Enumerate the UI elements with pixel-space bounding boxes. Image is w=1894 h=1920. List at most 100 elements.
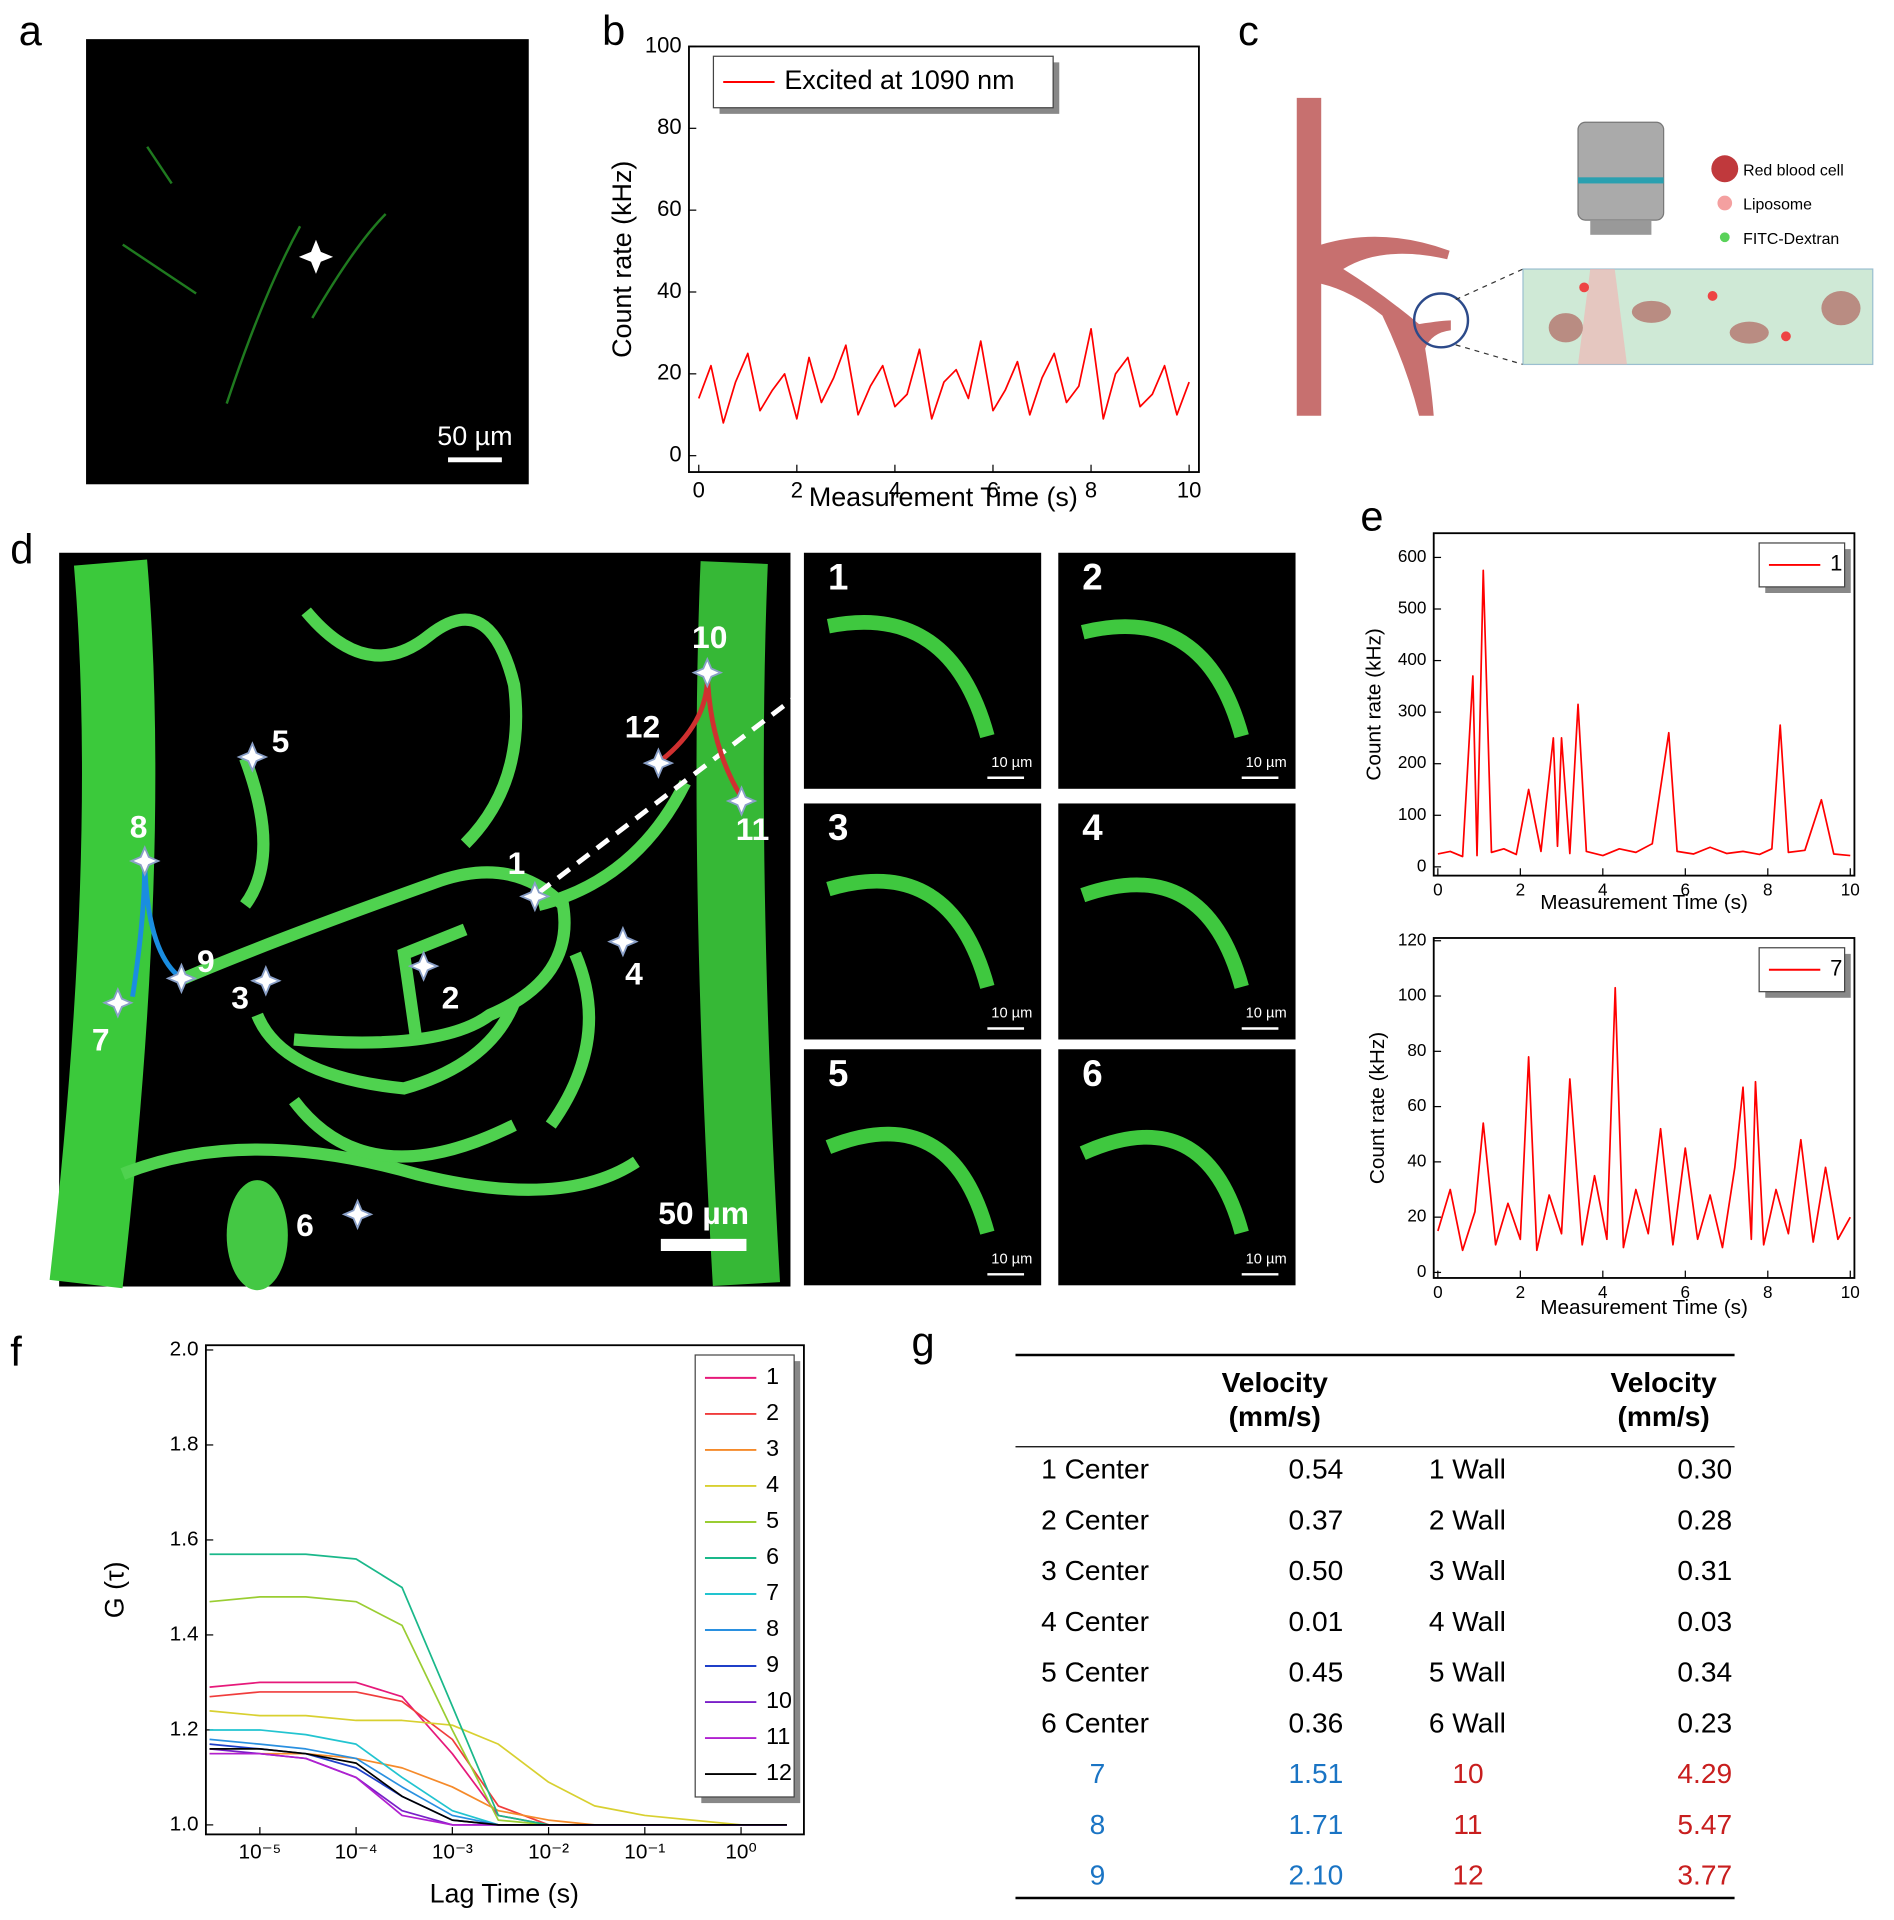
y-tick-label: 1.4 [170, 1622, 199, 1645]
table-cell: 11 [1453, 1809, 1482, 1840]
y-tick-label: 0 [1417, 856, 1427, 875]
marker-star [691, 656, 724, 689]
x-tick-label: 4 [889, 478, 901, 503]
x-tick-label: 4 [1598, 881, 1608, 900]
inset-label: 2 [1082, 556, 1102, 597]
table-cell: 1.71 [1289, 1809, 1344, 1840]
inset-image [1058, 803, 1296, 1040]
x-tick-label: 10 [1841, 881, 1860, 900]
table-cell: 0.28 [1677, 1504, 1732, 1535]
table-cell: 10 [1452, 1758, 1483, 1789]
legend-label: Excited at 1090 nm [784, 65, 1014, 95]
x-tick-label: 10⁻¹ [624, 1841, 665, 1864]
table-cell: 5 Wall [1429, 1657, 1506, 1688]
point-label: 1 [508, 845, 526, 881]
table-header: Velocity [1611, 1367, 1718, 1398]
series-line [697, 327, 1190, 424]
marker-star [341, 1198, 374, 1231]
table-header: (mm/s) [1229, 1401, 1321, 1432]
y-tick-label: 1.0 [170, 1812, 199, 1835]
x-tick-label: 6 [1681, 881, 1691, 900]
x-tick-label: 6 [987, 478, 999, 503]
y-tick-label: 1.2 [170, 1717, 199, 1740]
y-tick-label: 100 [1398, 986, 1427, 1005]
y-axis-label: G (τ) [100, 1561, 130, 1618]
y-tick-label: 80 [657, 114, 681, 139]
table-cell: 0.54 [1289, 1454, 1344, 1485]
inset-image [803, 803, 1042, 1040]
y-tick-label: 40 [657, 278, 681, 303]
panel-label: a [19, 7, 43, 54]
legend-label: 10 [766, 1687, 792, 1713]
table-cell: 2.10 [1289, 1860, 1344, 1891]
vessel [1080, 619, 1249, 739]
table-cell: 4 Center [1041, 1606, 1149, 1637]
legend-label: 1 [766, 1363, 779, 1389]
point-label: 2 [442, 980, 460, 1016]
legend-label: 2 [766, 1399, 779, 1425]
legend-label: Liposome [1743, 197, 1812, 214]
legend-label: 4 [766, 1471, 779, 1497]
panel-labels: a b c d e f g [10, 7, 1383, 1375]
legend-label: 9 [766, 1651, 779, 1677]
scale-bar-label: 10 µm [1246, 755, 1287, 771]
y-tick-label: 2.0 [170, 1337, 199, 1360]
x-tick-label: 10⁻⁴ [335, 1841, 378, 1864]
scale-bar-label: 10 µm [991, 1251, 1032, 1267]
y-tick-label: 0 [669, 441, 681, 466]
series-line [209, 1710, 787, 1826]
table-cell: 3 Center [1041, 1555, 1149, 1586]
panel-label: c [1238, 7, 1259, 54]
inset-label: 1 [828, 556, 848, 597]
legend-label: 7 [766, 1579, 779, 1605]
schematic-c: Red blood cell Liposome FITC-Dextran [1296, 97, 1874, 416]
series-line [1437, 569, 1851, 858]
y-tick-label: 400 [1398, 650, 1427, 669]
x-tick-label: 2 [791, 478, 803, 503]
point-label: 7 [92, 1021, 110, 1057]
x-tick-label: 4 [1598, 1283, 1608, 1302]
table-cell: 12 [1452, 1860, 1483, 1891]
y-tick-label: 100 [645, 32, 682, 57]
y-axis-label: Count rate (kHz) [607, 161, 637, 358]
scale-bar-label: 10 µm [991, 1006, 1032, 1022]
x-tick-label: 10⁰ [725, 1841, 756, 1864]
x-tick-label: 10⁻⁵ [239, 1841, 282, 1864]
image-a: 50 µm [86, 39, 529, 485]
y-tick-label: 500 [1398, 599, 1427, 618]
x-tick-label: 2 [1516, 1283, 1526, 1302]
table-cell: 7 [1090, 1758, 1106, 1789]
table-cell: 5 Center [1041, 1657, 1149, 1688]
point-label: 4 [625, 955, 643, 991]
y-tick-label: 1.8 [170, 1432, 199, 1455]
x-tick-label: 10 [1841, 1283, 1860, 1302]
y-tick-label: 300 [1398, 702, 1427, 721]
inset-image [1058, 1049, 1296, 1286]
y-tick-label: 200 [1398, 753, 1427, 772]
legend-label: 8 [766, 1615, 779, 1641]
image-d: 50 µm [49, 552, 797, 1291]
inset-label: 5 [828, 1053, 848, 1094]
table-cell: 2 Center [1041, 1504, 1149, 1535]
legend-label: 7 [1830, 956, 1842, 981]
plot-frame [688, 45, 1200, 473]
inset-label: 3 [828, 807, 848, 848]
y-tick-label: 600 [1398, 547, 1427, 566]
table-cell: 1.51 [1289, 1758, 1344, 1789]
legend-label: 11 [766, 1723, 790, 1749]
x-tick-label: 10 [1177, 478, 1201, 503]
y-tick-label: 60 [657, 196, 681, 221]
y-tick-label: 120 [1398, 930, 1427, 949]
point-label: 8 [130, 809, 148, 845]
x-axis-label: Measurement Time (s) [1540, 891, 1748, 914]
panel-label: d [10, 526, 33, 573]
marker-star [128, 845, 161, 877]
table-cell: 0.45 [1289, 1657, 1344, 1688]
x-tick-label: 8 [1085, 478, 1097, 503]
vessel [825, 1126, 995, 1235]
x-axis-label: Measurement Time (s) [1540, 1296, 1748, 1319]
table-cell: 1 Wall [1429, 1454, 1506, 1485]
marker-star [407, 950, 440, 982]
